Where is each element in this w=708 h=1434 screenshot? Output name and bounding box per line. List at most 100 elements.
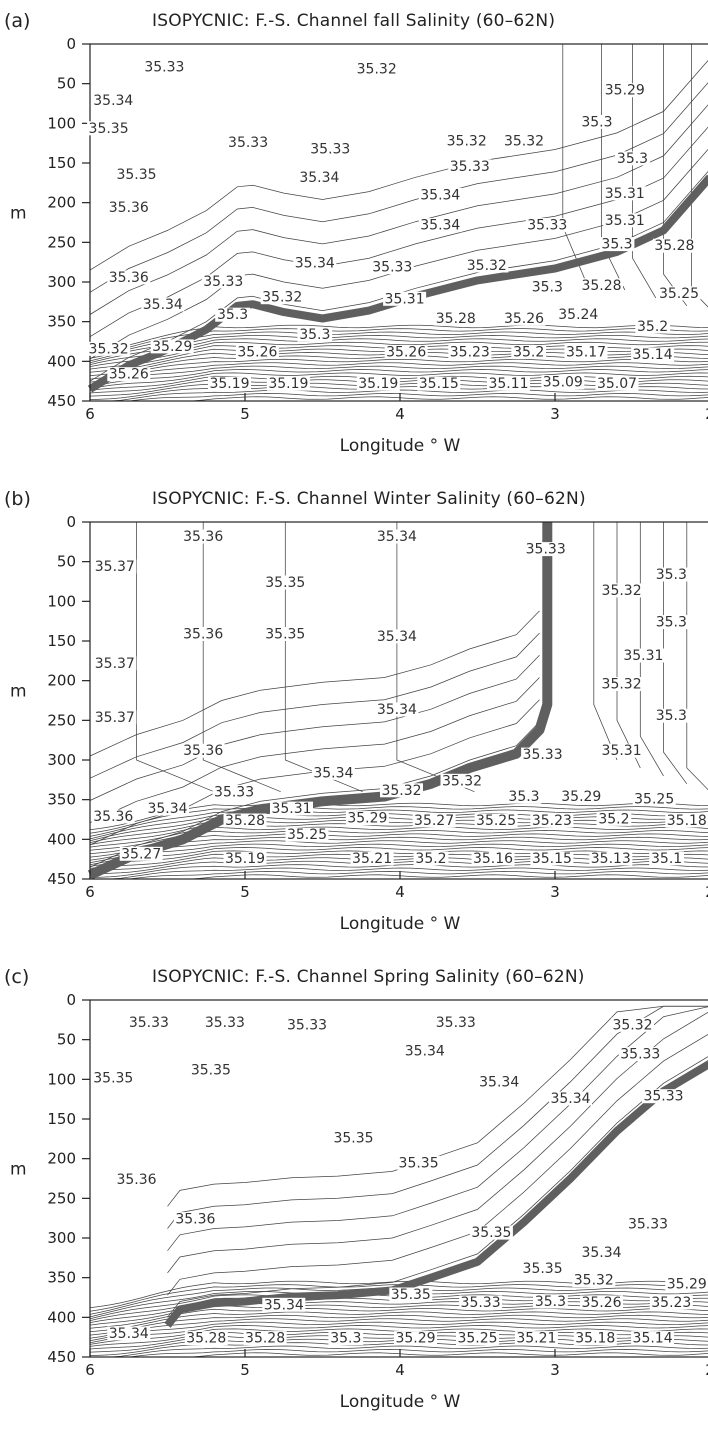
contour-labels: 35.36 35.34 35.37 35.35 35.33 35.32 35.3 35.3 35…: [91, 529, 708, 867]
contour-label-bg: [445, 134, 489, 148]
contour-label-bg: [403, 1043, 447, 1058]
contour-label-bg: [603, 213, 647, 228]
contour-label-bg: [530, 851, 574, 866]
contour-line: [90, 1345, 708, 1358]
contour-label: 35.32: [357, 61, 397, 77]
contour-line: [167, 1006, 708, 1251]
y-tick-label: 300: [47, 273, 76, 291]
contour-label-bg: [263, 627, 307, 641]
contour-label: 35.19: [209, 376, 249, 392]
y-tick-label: 250: [47, 233, 76, 251]
contour-label-bg: [529, 279, 565, 294]
contour-label-bg: [525, 218, 569, 233]
contour-label-bg: [189, 1063, 233, 1077]
contour-label-bg: [635, 319, 671, 334]
contour-label: 35.3: [617, 151, 648, 167]
contour-label: 35.32: [602, 677, 642, 693]
contour-label: 35.17: [566, 345, 606, 361]
contour-label-bg: [93, 710, 137, 725]
contour-label: 35.14: [633, 347, 673, 363]
contour-label-bg: [412, 813, 456, 828]
contour-label: 35.3: [656, 708, 687, 724]
contour-label-bg: [181, 529, 225, 544]
contour-label-bg: [350, 851, 394, 866]
contour-label-bg: [514, 1331, 558, 1346]
x-tick-label: 4: [395, 405, 405, 423]
contour-label: 35.11: [488, 376, 528, 392]
contour-label: 35.33: [620, 1047, 660, 1063]
contour-label-bg: [260, 290, 304, 305]
contour-label-bg: [266, 376, 310, 391]
contour-label-bg: [626, 1216, 670, 1231]
contour-label: 35.37: [95, 559, 135, 575]
contour-line: [89, 843, 708, 864]
isopycnal-line: [164, 1060, 708, 1328]
contour-label: 35.33: [461, 1295, 501, 1311]
x-tick-label: 3: [550, 1361, 560, 1379]
contour-label-bg: [235, 345, 279, 359]
contour-label: 35.19: [358, 376, 398, 392]
contour-label-bg: [389, 1287, 433, 1302]
y-axis-label: m: [10, 682, 27, 702]
contour-label-bg: [263, 575, 307, 590]
plot-frame: [89, 999, 708, 1358]
contour-label-bg: [293, 256, 337, 271]
contour-label: 35.2: [598, 811, 629, 827]
contour-label: 35.31: [605, 213, 645, 229]
contour-label-bg: [502, 134, 546, 148]
contour-label-bg: [223, 851, 267, 866]
contour-label: 35.36: [109, 200, 149, 216]
contour-label-bg: [370, 260, 414, 275]
contour-label-bg: [397, 1155, 441, 1170]
contour-label-bg: [434, 1015, 478, 1030]
contour-label-bg: [87, 341, 131, 356]
contour-label-bg: [417, 376, 461, 391]
panel-label-c: (c): [4, 966, 30, 988]
contour-label-bg: [375, 702, 419, 717]
chart-title-b: ISOPYCNIC: F.-S. Channel Winter Salinity…: [152, 489, 586, 509]
y-tick-label: 250: [47, 1189, 76, 1207]
contour-label: 35.3: [508, 789, 539, 805]
x-tick-label: 2: [705, 405, 708, 423]
contour-line: [89, 847, 708, 866]
contour-label: 35.18: [575, 1331, 615, 1347]
contour-label-bg: [471, 851, 515, 866]
contour-labels: 35.33 35.32 35.29 35.34 35.35 35.3 35.33 35.33 3…: [87, 60, 701, 392]
contour-label: 35.35: [391, 1287, 431, 1303]
contour-line: [89, 1311, 708, 1333]
contour-label-bg: [212, 784, 256, 799]
contour-label: 35.35: [523, 1261, 563, 1277]
contour-label: 35.21: [516, 1331, 556, 1347]
x-tick-label: 4: [395, 883, 405, 901]
contour-label: 35.3: [601, 237, 632, 253]
contour-label: 35.36: [116, 1172, 156, 1188]
y-tick-label: 200: [47, 672, 76, 690]
contour-label-bg: [559, 789, 603, 804]
contour-label: 35.33: [372, 260, 412, 276]
contour-label: 35.26: [386, 345, 426, 361]
contour-label-bg: [573, 1331, 617, 1346]
contour-label: 35.34: [479, 1074, 519, 1090]
contour-line: [89, 809, 708, 837]
contour-line: [89, 1308, 708, 1329]
contour-label: 35.31: [623, 648, 663, 664]
chart-panel-c: (c) ISOPYCNIC: F.-S. Channel Spring Sali…: [0, 956, 708, 1434]
contour-line: [284, 522, 363, 793]
contour-line: [89, 82, 708, 293]
y-tick-label: 450: [47, 1348, 76, 1366]
y-tick-label: 150: [47, 1110, 76, 1128]
contour-label-bg: [91, 93, 135, 108]
contour-label: 35.3: [656, 615, 687, 631]
contour-line: [89, 721, 540, 868]
contour-label-bg: [150, 339, 194, 354]
contour-label: 35.33: [205, 1015, 245, 1031]
contour-label-bg: [394, 1331, 437, 1346]
contour-label-bg: [375, 629, 419, 644]
contour-label-bg: [115, 1172, 158, 1187]
contour-label-bg: [91, 809, 135, 824]
contour-plot-a: 0 50 100 150 200 250 300 350 400 450 6 5 4 3 2 Longitud…: [10, 35, 708, 456]
y-tick-label: 200: [47, 1150, 76, 1168]
contour-label-bg: [665, 813, 708, 828]
contour-label: 35.35: [399, 1155, 439, 1171]
y-tick-label: 350: [47, 1269, 76, 1287]
